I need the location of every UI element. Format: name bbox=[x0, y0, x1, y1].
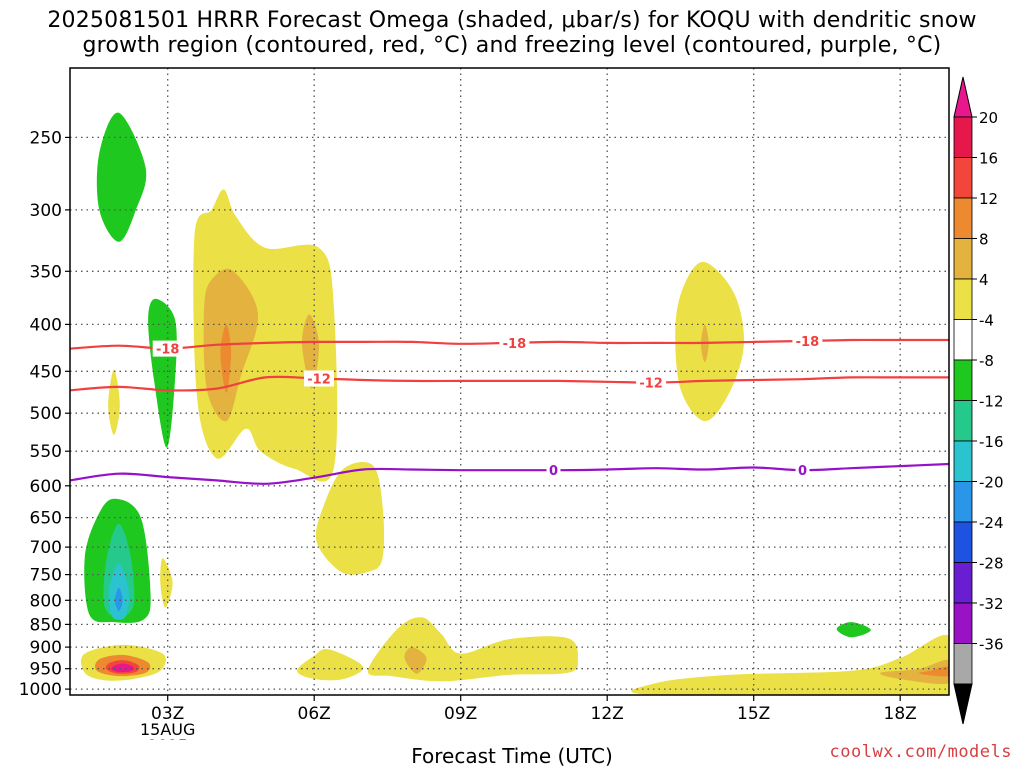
omega-region bbox=[404, 647, 427, 674]
omega-region bbox=[918, 666, 949, 677]
contour-label: 0 bbox=[798, 464, 807, 479]
colorbar-swatch bbox=[953, 319, 973, 361]
x-tick-label: 03Z bbox=[151, 704, 184, 724]
y-tick-label: 1000 bbox=[19, 680, 62, 700]
omega-region bbox=[114, 587, 123, 612]
contour-label-bg bbox=[152, 340, 183, 357]
contour-label-bg bbox=[795, 462, 810, 479]
chart-title-line-1: 2025081501 HRRR Forecast Omega (shaded, … bbox=[47, 8, 977, 33]
contour-label: -12 bbox=[639, 377, 663, 392]
x-date-label: 15AUG bbox=[140, 720, 195, 739]
y-tick-label: 250 bbox=[30, 128, 62, 148]
chart-title-line-2: growth region (contoured, red, °C) and f… bbox=[82, 33, 942, 58]
contour-label: -18 bbox=[796, 335, 820, 350]
colorbar-label: -36 bbox=[979, 636, 1004, 654]
x-tick-label: 12Z bbox=[591, 704, 624, 724]
colorbar-bottom-arrow bbox=[953, 683, 973, 725]
colorbar-label: -12 bbox=[979, 393, 1004, 411]
colorbar-swatch bbox=[953, 602, 973, 644]
y-tick-label: 550 bbox=[30, 442, 62, 462]
y-tick-label: 800 bbox=[30, 591, 62, 611]
y-tick-label: 300 bbox=[30, 201, 62, 221]
colorbar-label: -28 bbox=[979, 555, 1004, 573]
y-tick-label: 850 bbox=[30, 615, 62, 635]
contour-label: -18 bbox=[503, 337, 527, 352]
y-tick-label: 900 bbox=[30, 638, 62, 658]
colorbar-label: -8 bbox=[979, 352, 994, 370]
y-tick-label: 350 bbox=[30, 262, 62, 282]
colorbar-label: -4 bbox=[979, 312, 994, 330]
colorbar-swatch bbox=[953, 238, 973, 280]
y-tick-label: 450 bbox=[30, 362, 62, 382]
plot-frame bbox=[69, 67, 950, 696]
y-tick-label: 950 bbox=[30, 660, 62, 680]
omega-region bbox=[148, 298, 177, 448]
dendritic-contour bbox=[70, 375, 949, 392]
x-tick-label: 18Z bbox=[884, 704, 917, 724]
axes: 250 300 350 400 450 500 550 600 650 700 750 800 850 9… bbox=[19, 67, 950, 740]
colorbar-swatch bbox=[953, 562, 973, 604]
contour-label: -18 bbox=[156, 343, 180, 358]
omega-region bbox=[220, 324, 232, 393]
colorbar-label: 16 bbox=[979, 150, 998, 168]
colorbar-label: -32 bbox=[979, 595, 1004, 613]
x-axis-label: Forecast Time (UTC) bbox=[411, 744, 613, 768]
colorbar-top-arrow bbox=[953, 76, 973, 118]
colorbar-swatch bbox=[953, 400, 973, 442]
x-date-label: 2025 bbox=[147, 736, 188, 740]
colorbar-label: 20 bbox=[979, 109, 998, 127]
colorbar-label: -24 bbox=[979, 514, 1004, 532]
contour-label-bg bbox=[792, 332, 823, 349]
contour-label: -12 bbox=[307, 373, 331, 388]
colorbar-label: -16 bbox=[979, 433, 1004, 451]
colorbar-swatch bbox=[953, 157, 973, 199]
colorbar: 20 16 12 8 4 -4 -8 -12 -16 -20 -24 -28 -32 -36 bbox=[953, 76, 1004, 725]
x-tick-label: 15Z bbox=[737, 704, 770, 724]
contours: -18 -18 -18 -12 -12 0 0 bbox=[70, 332, 949, 485]
omega-time-height-chart: -18 -18 -18 -12 -12 0 0 250 300 350 400 450 500 550 6… bbox=[19, 67, 1004, 740]
colorbar-swatch bbox=[953, 116, 973, 158]
colorbar-swatch bbox=[953, 643, 973, 685]
contour-label-bg bbox=[636, 374, 667, 391]
x-tick-label: 09Z bbox=[444, 704, 477, 724]
y-tick-label: 400 bbox=[30, 315, 62, 335]
colorbar-swatch bbox=[953, 440, 973, 482]
omega-region bbox=[631, 634, 949, 695]
contour-label-bg bbox=[304, 370, 334, 387]
y-tick-label: 750 bbox=[30, 566, 62, 586]
omega-region bbox=[836, 622, 871, 638]
omega-region bbox=[880, 659, 949, 685]
y-tick-label: 650 bbox=[30, 509, 62, 529]
colorbar-swatch bbox=[953, 521, 973, 563]
credit-link[interactable]: coolwx.com/models bbox=[829, 742, 1012, 762]
omega-region bbox=[111, 663, 134, 673]
contour-label-bg bbox=[499, 334, 530, 351]
y-tick-label: 500 bbox=[30, 404, 62, 424]
colorbar-swatch bbox=[953, 481, 973, 523]
colorbar-swatch bbox=[953, 197, 973, 239]
colorbar-swatch bbox=[953, 278, 973, 320]
colorbar-label: -20 bbox=[979, 474, 1004, 492]
y-tick-label: 600 bbox=[30, 477, 62, 497]
contour-label-bg bbox=[546, 462, 561, 479]
x-tick-label: 06Z bbox=[298, 704, 331, 724]
colorbar-label: 8 bbox=[979, 231, 989, 249]
y-tick-label: 700 bbox=[30, 538, 62, 558]
colorbar-label: 4 bbox=[979, 271, 989, 289]
contour-label: 0 bbox=[549, 464, 558, 479]
omega-region bbox=[160, 558, 173, 608]
colorbar-label: 12 bbox=[979, 190, 998, 208]
colorbar-swatch bbox=[953, 359, 973, 401]
